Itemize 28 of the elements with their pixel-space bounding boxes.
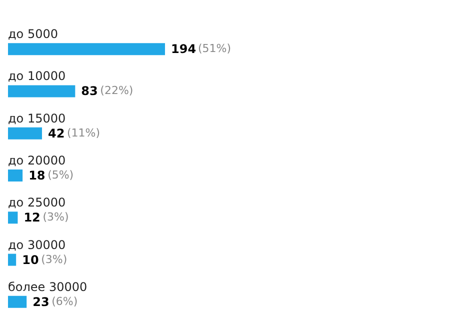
bar <box>8 212 18 224</box>
data-label: 23 <box>32 294 50 309</box>
y-tick-label: до 30000 <box>8 238 66 252</box>
bar <box>8 254 16 266</box>
bar <box>8 127 42 140</box>
data-label: 83 <box>81 84 98 98</box>
data-label: 10 <box>22 252 39 267</box>
y-tick-label: до 10000 <box>8 69 66 84</box>
annotation: (51%) <box>198 42 232 56</box>
data-label: 12 <box>24 210 40 225</box>
y-tick-label: до 20000 <box>8 154 66 168</box>
annotation: (6%) <box>52 294 78 308</box>
y-tick-label: до 15000 <box>8 111 66 126</box>
annotation: (5%) <box>48 168 74 182</box>
data-label: 194 <box>171 42 196 56</box>
y-tick-label: до 25000 <box>8 196 66 210</box>
data-label: 42 <box>48 126 65 140</box>
bar <box>8 296 27 308</box>
y-tick-label: до 5000 <box>8 27 58 42</box>
bar <box>8 170 23 182</box>
y-tick-label: более 30000 <box>8 280 88 294</box>
annotation: (22%) <box>100 84 134 98</box>
annotation: (3%) <box>42 210 69 224</box>
bar <box>8 85 76 98</box>
data-label: 18 <box>28 168 46 182</box>
bar <box>8 43 165 56</box>
annotation: (3%) <box>41 252 68 266</box>
annotation: (11%) <box>66 126 100 140</box>
